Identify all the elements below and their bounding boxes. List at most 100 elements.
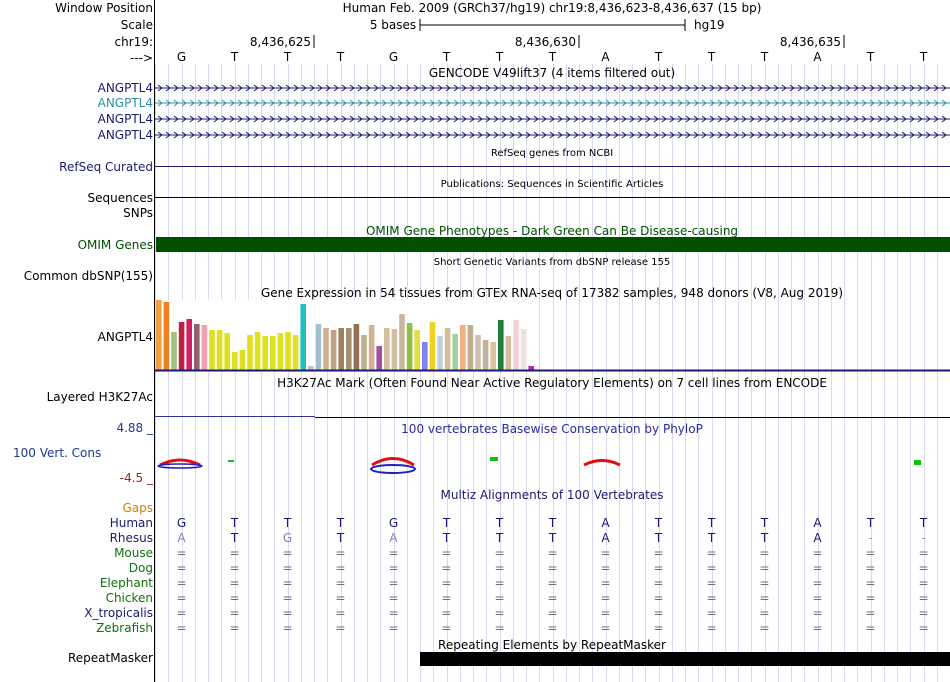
strand-chevron <box>869 131 875 139</box>
gtex-tissue-bar[interactable] <box>156 300 162 370</box>
strand-chevron <box>173 84 179 92</box>
strand-chevron <box>477 131 483 139</box>
base-letter: G <box>177 50 186 64</box>
dbsnp-track-label[interactable]: Common dbSNP(155) <box>23 269 153 283</box>
coordinate-label: 8,436,635 <box>780 35 841 49</box>
gtex-tissue-bar[interactable] <box>361 335 367 370</box>
gtex-tissue-bar[interactable] <box>285 332 291 370</box>
gtex-tissue-bar[interactable] <box>452 334 458 370</box>
gtex-tissue-bar[interactable] <box>368 325 375 370</box>
gtex-tissue-bar[interactable] <box>444 328 451 370</box>
gtex-tissue-bar[interactable] <box>300 304 306 370</box>
gtex-tissue-bar[interactable] <box>346 328 352 370</box>
omim-gene-bar[interactable] <box>156 237 950 252</box>
alignment-base: = <box>653 546 663 560</box>
publications-title: Publications: Sequences in Scientific Ar… <box>441 179 664 190</box>
gtex-tissue-bar[interactable] <box>414 330 420 370</box>
gtex-tissue-bar[interactable] <box>520 329 527 370</box>
gtex-tissue-bar[interactable] <box>270 336 276 370</box>
base-letter: T <box>230 50 239 64</box>
strand-chevron <box>901 115 907 123</box>
strand-chevron <box>885 131 891 139</box>
gencode-track-label[interactable]: ANGPTL4 <box>97 128 153 142</box>
base-letter: A <box>601 50 610 64</box>
gtex-tissue-bar[interactable] <box>254 332 261 370</box>
gtex-tissue-bar[interactable] <box>163 302 170 370</box>
gtex-tissue-bar[interactable] <box>467 325 474 370</box>
strand-chevron <box>781 115 787 123</box>
strand-chevron <box>925 115 931 123</box>
gtex-tissue-bar[interactable] <box>513 320 519 370</box>
gtex-tissue-bar[interactable] <box>482 340 489 370</box>
gtex-tissue-bar[interactable] <box>292 335 299 370</box>
repeatmasker-track-label[interactable]: RepeatMasker <box>67 651 153 665</box>
repeat-element-bar[interactable] <box>420 652 950 666</box>
snps-track-label[interactable]: SNPs <box>123 206 153 220</box>
alignment-base: A <box>813 516 822 530</box>
gtex-tissue-bar[interactable] <box>209 330 215 370</box>
gtex-tissue-bar[interactable] <box>224 333 230 370</box>
gtex-tissue-bar[interactable] <box>262 336 268 370</box>
gtex-tissue-bar[interactable] <box>528 366 534 370</box>
gencode-track-label[interactable]: ANGPTL4 <box>97 81 153 95</box>
gtex-tissue-bar[interactable] <box>437 336 443 370</box>
strand-chevron <box>709 131 715 139</box>
gtex-tissue-bar[interactable] <box>505 336 512 370</box>
omim-track-label[interactable]: OMIM Genes <box>77 238 153 252</box>
gtex-tissue-bar[interactable] <box>201 325 208 370</box>
base-letter: A <box>813 50 822 64</box>
gtex-tissue-bar[interactable] <box>391 329 398 370</box>
alignment-base: = <box>335 606 345 620</box>
base-letter: T <box>760 50 769 64</box>
alignment-base: T <box>495 531 504 545</box>
gtex-tissue-bar[interactable] <box>338 328 344 370</box>
gtex-tissue-bar[interactable] <box>498 320 504 370</box>
gtex-tissue-bar[interactable] <box>330 330 337 370</box>
gtex-tissue-bar[interactable] <box>460 325 466 370</box>
gtex-tissue-bar[interactable] <box>422 342 428 370</box>
sequences-track-label[interactable]: Sequences <box>87 191 153 205</box>
conservation-mark <box>490 457 498 461</box>
refseq-track-label[interactable]: RefSeq Curated <box>59 160 153 174</box>
strand-chevron <box>669 84 675 92</box>
h3k27ac-track-label[interactable]: Layered H3K27Ac <box>46 390 153 404</box>
gtex-tissue-bar[interactable] <box>239 350 246 370</box>
gencode-track-label[interactable]: ANGPTL4 <box>97 96 153 110</box>
strand-chevron <box>365 99 371 107</box>
gtex-tissue-bar[interactable] <box>178 322 185 370</box>
gtex-track-label[interactable]: ANGPTL4 <box>97 330 153 344</box>
gtex-tissue-bar[interactable] <box>353 324 360 370</box>
gtex-tissue-bar[interactable] <box>384 328 390 370</box>
strand-chevron <box>349 115 355 123</box>
gtex-tissue-bar[interactable] <box>490 342 496 370</box>
strand-chevron <box>365 84 371 92</box>
gtex-tissue-bar[interactable] <box>406 323 413 370</box>
gtex-tissue-bar[interactable] <box>315 324 322 370</box>
strand-chevron <box>469 84 475 92</box>
gtex-tissue-bar[interactable] <box>186 319 192 370</box>
strand-chevron <box>717 84 723 92</box>
gtex-tissue-bar[interactable] <box>247 335 253 370</box>
strand-chevron <box>549 115 555 123</box>
strand-chevron <box>477 84 483 92</box>
gtex-tissue-bar[interactable] <box>277 333 284 370</box>
strand-chevron <box>773 99 779 107</box>
strand-chevron <box>333 131 339 139</box>
gtex-tissue-bar[interactable] <box>429 322 436 370</box>
gtex-tissue-bar[interactable] <box>194 324 200 370</box>
strand-chevron <box>373 131 379 139</box>
gtex-tissue-bar[interactable] <box>376 346 382 370</box>
gencode-track-label[interactable]: ANGPTL4 <box>97 112 153 126</box>
gtex-tissue-bar[interactable] <box>232 352 238 370</box>
gtex-tissue-bar[interactable] <box>171 332 177 370</box>
conservation-track-label[interactable]: 100 Vert. Cons <box>13 446 102 460</box>
gtex-tissue-bar[interactable] <box>475 335 481 370</box>
gtex-tissue-bar[interactable] <box>216 330 223 370</box>
gtex-tissue-bar[interactable] <box>323 328 329 370</box>
strand-chevron <box>613 84 619 92</box>
gtex-tissue-bar[interactable] <box>399 314 405 370</box>
strand-chevron <box>245 99 251 107</box>
strand-chevron <box>733 115 739 123</box>
gtex-tissue-bar[interactable] <box>308 366 314 370</box>
